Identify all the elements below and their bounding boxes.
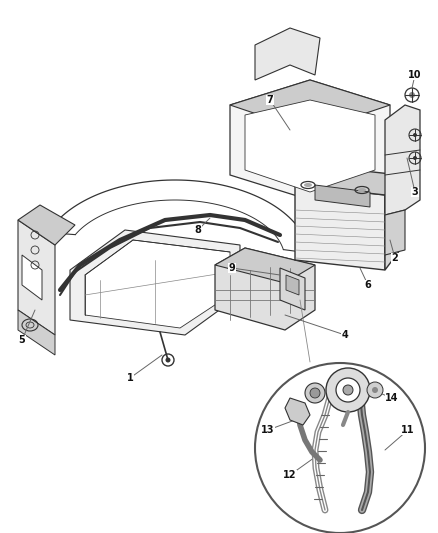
Polygon shape (18, 220, 55, 335)
Text: 5: 5 (19, 335, 25, 345)
Circle shape (367, 382, 383, 398)
Polygon shape (70, 230, 240, 335)
Circle shape (336, 378, 360, 402)
Polygon shape (385, 210, 405, 255)
Polygon shape (18, 205, 75, 245)
Polygon shape (245, 100, 375, 192)
Polygon shape (286, 275, 299, 295)
Circle shape (409, 92, 415, 98)
Polygon shape (255, 28, 320, 80)
Polygon shape (285, 398, 310, 425)
Text: 8: 8 (194, 225, 201, 235)
Polygon shape (295, 165, 400, 195)
Text: 9: 9 (229, 263, 235, 273)
Ellipse shape (304, 183, 312, 187)
Circle shape (343, 385, 353, 395)
Text: 3: 3 (412, 187, 418, 197)
Text: 4: 4 (342, 330, 348, 340)
Polygon shape (295, 185, 385, 270)
Text: 7: 7 (267, 95, 273, 105)
Text: 11: 11 (401, 425, 415, 435)
Polygon shape (315, 185, 370, 207)
Circle shape (413, 156, 417, 160)
Polygon shape (385, 105, 420, 215)
Circle shape (326, 368, 370, 412)
Text: 10: 10 (408, 70, 422, 80)
Text: 2: 2 (392, 253, 399, 263)
Circle shape (166, 358, 170, 362)
Circle shape (413, 133, 417, 137)
Polygon shape (280, 268, 305, 310)
Ellipse shape (358, 188, 366, 192)
Text: 1: 1 (127, 373, 134, 383)
Polygon shape (215, 248, 315, 330)
Circle shape (372, 387, 378, 393)
Polygon shape (22, 255, 42, 300)
Circle shape (305, 383, 325, 403)
Text: 13: 13 (261, 425, 275, 435)
Polygon shape (385, 175, 400, 270)
Text: 6: 6 (364, 280, 371, 290)
Text: 14: 14 (385, 393, 399, 403)
Polygon shape (230, 80, 390, 200)
Polygon shape (85, 240, 230, 328)
Circle shape (310, 388, 320, 398)
Text: 12: 12 (283, 470, 297, 480)
Polygon shape (230, 80, 390, 132)
Polygon shape (215, 248, 315, 283)
Polygon shape (18, 310, 55, 355)
Circle shape (255, 363, 425, 533)
